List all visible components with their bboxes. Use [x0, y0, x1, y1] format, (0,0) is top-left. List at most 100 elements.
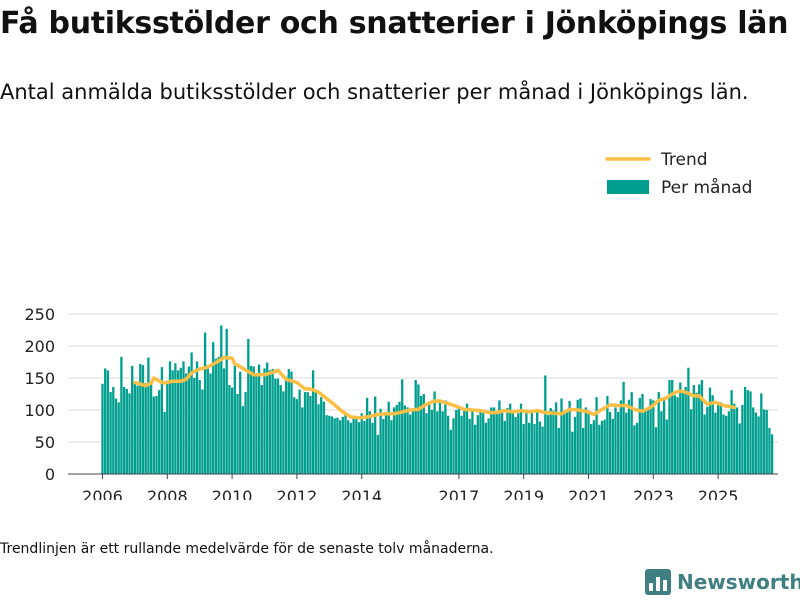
bar	[193, 378, 196, 474]
bar	[571, 431, 574, 474]
bar	[738, 423, 741, 474]
bar	[630, 392, 633, 474]
bar	[533, 424, 536, 474]
bar	[603, 419, 606, 474]
bar	[341, 417, 344, 474]
bar	[438, 401, 442, 474]
bar	[206, 365, 209, 474]
bar	[614, 407, 617, 474]
bar	[622, 381, 625, 474]
bar	[287, 369, 290, 474]
bar	[349, 422, 353, 474]
bar	[209, 373, 212, 474]
y-tick-label: 50	[35, 433, 55, 452]
bar	[271, 369, 274, 474]
bar	[228, 385, 231, 474]
bar	[382, 418, 385, 474]
y-tick-label: 0	[45, 465, 55, 484]
bar	[268, 370, 272, 474]
brand-name: Newsworthy	[677, 570, 800, 594]
bar	[587, 410, 590, 474]
bar	[671, 379, 674, 474]
bar	[673, 395, 677, 474]
bar	[760, 393, 763, 474]
legend-bars-swatch	[607, 180, 649, 194]
bar	[374, 396, 377, 474]
bar	[176, 370, 180, 474]
bar	[495, 412, 498, 474]
bar	[314, 392, 317, 474]
bar	[190, 352, 193, 474]
bar	[406, 407, 409, 474]
bar	[317, 404, 320, 474]
bar	[104, 368, 107, 474]
bar	[635, 422, 639, 474]
bar	[479, 410, 482, 474]
bar	[117, 402, 120, 474]
bar	[284, 376, 288, 474]
bar	[482, 413, 485, 474]
bar	[765, 410, 768, 474]
bar	[514, 417, 517, 474]
bar	[244, 392, 247, 474]
bar	[122, 386, 126, 474]
bar	[735, 407, 739, 474]
newsworthy-logo[interactable]: Newsworthy	[645, 568, 800, 596]
bar	[590, 424, 593, 474]
bar	[611, 418, 614, 474]
bar	[295, 399, 299, 474]
bar	[322, 401, 326, 474]
bar	[371, 422, 374, 474]
bar	[530, 411, 533, 474]
bar	[608, 411, 612, 474]
bar	[716, 402, 720, 474]
bar	[754, 412, 758, 474]
chart-subtitle: Antal anmälda butiksstölder och snatteri…	[0, 80, 749, 104]
bar	[490, 407, 493, 474]
bar	[217, 356, 220, 474]
bar	[703, 414, 706, 474]
bar	[203, 332, 207, 474]
bar	[109, 392, 112, 474]
bar	[347, 420, 350, 474]
bar	[598, 424, 601, 474]
x-axis: 2006 2008 2010 2012 2014 2017 2019 2021 2023 2025	[82, 474, 738, 500]
bar	[498, 400, 501, 474]
trend-line	[133, 355, 737, 420]
bar	[595, 397, 598, 474]
bar	[517, 413, 520, 474]
bar	[390, 420, 393, 474]
bar	[525, 412, 528, 474]
bar	[260, 385, 263, 474]
x-tick-label: 2010	[212, 487, 253, 500]
bar	[522, 424, 525, 474]
bar	[409, 414, 412, 474]
bar	[476, 415, 479, 474]
bar	[387, 401, 390, 474]
bar	[676, 397, 679, 474]
bar	[633, 425, 636, 474]
bar	[239, 371, 242, 474]
bar	[463, 410, 466, 474]
bar	[276, 378, 280, 474]
bar	[303, 392, 307, 474]
bar	[684, 386, 687, 474]
bar	[368, 411, 371, 474]
bar	[360, 413, 363, 474]
bar	[401, 379, 404, 474]
bar	[552, 410, 555, 474]
bar	[455, 410, 458, 474]
bar	[538, 421, 542, 474]
bar	[492, 407, 496, 474]
x-tick-label: 2008	[147, 487, 188, 500]
bar	[274, 378, 277, 474]
bar	[665, 419, 668, 474]
bar	[293, 397, 296, 474]
bar	[282, 391, 285, 474]
bar	[179, 367, 182, 474]
bar	[403, 405, 407, 474]
y-axis: 0 50 100 150 200 250	[24, 305, 55, 484]
bar-chart: 0 50 100 150 200 250 2006 2008 2010 2012 2014 2017…	[24, 145, 778, 500]
bar	[746, 390, 749, 474]
bar	[241, 406, 245, 474]
